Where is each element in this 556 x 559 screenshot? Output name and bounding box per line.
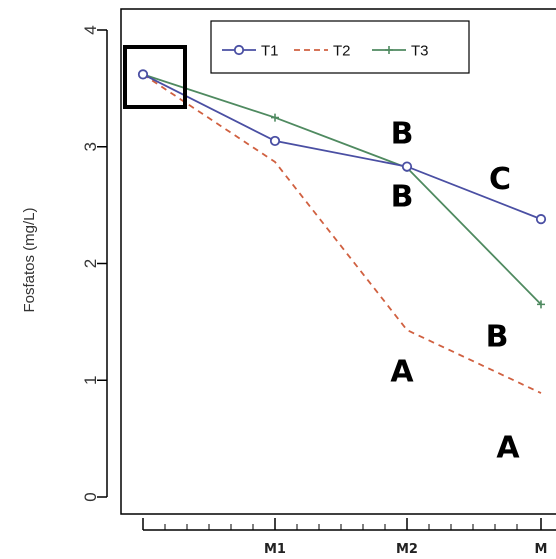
significance-letter: B [391, 117, 414, 152]
series-T1 [137, 69, 547, 225]
series-T3 [139, 70, 545, 309]
legend-label: T3 [411, 42, 429, 59]
legend: T1 T2 T3 [210, 20, 470, 74]
data-point [535, 214, 547, 225]
x-tick-label: M [535, 542, 548, 557]
y-axis-ticks: 0 1 2 3 4 [81, 25, 107, 502]
y-tick-label: 2 [81, 259, 100, 268]
legend-items: T1 T2 T3 [222, 42, 429, 59]
legend-marker [233, 44, 245, 56]
series-line [142, 73, 542, 394]
plot-area [120, 8, 556, 515]
series-line [142, 73, 542, 220]
significance-letter: A [496, 431, 520, 466]
data-point [537, 300, 545, 309]
legend-box [210, 20, 470, 74]
series-line [142, 73, 542, 305]
series-T2 [142, 73, 542, 394]
x-tick-label: M2 [396, 542, 418, 557]
significance-letter: B [391, 180, 414, 215]
significance-letter: A [390, 355, 414, 390]
y-tick-label: 0 [81, 492, 100, 501]
x-axis-ticks: M1 M2 M [142, 518, 548, 557]
legend-item-T3: T3 [372, 42, 429, 59]
legend-item-T2: T2 [294, 42, 351, 59]
legend-marker [385, 46, 393, 54]
data-point [137, 69, 149, 80]
highlight-box [123, 45, 187, 109]
x-tick-label: M1 [264, 542, 286, 557]
legend-label: T1 [261, 42, 279, 59]
y-tick-label: 3 [81, 142, 100, 151]
legend-item-T1: T1 [222, 42, 279, 59]
legend-label: T2 [333, 42, 351, 59]
y-tick-label: 1 [81, 376, 100, 385]
significance-letter: B [486, 320, 509, 355]
data-point [401, 161, 413, 172]
data-point [271, 113, 279, 122]
significance-letter: C [489, 162, 511, 197]
data-point [269, 135, 281, 147]
series-layer [137, 69, 547, 394]
y-axis-title: Fosfatos (mg/L) [21, 207, 38, 312]
y-tick-label: 4 [81, 25, 100, 34]
